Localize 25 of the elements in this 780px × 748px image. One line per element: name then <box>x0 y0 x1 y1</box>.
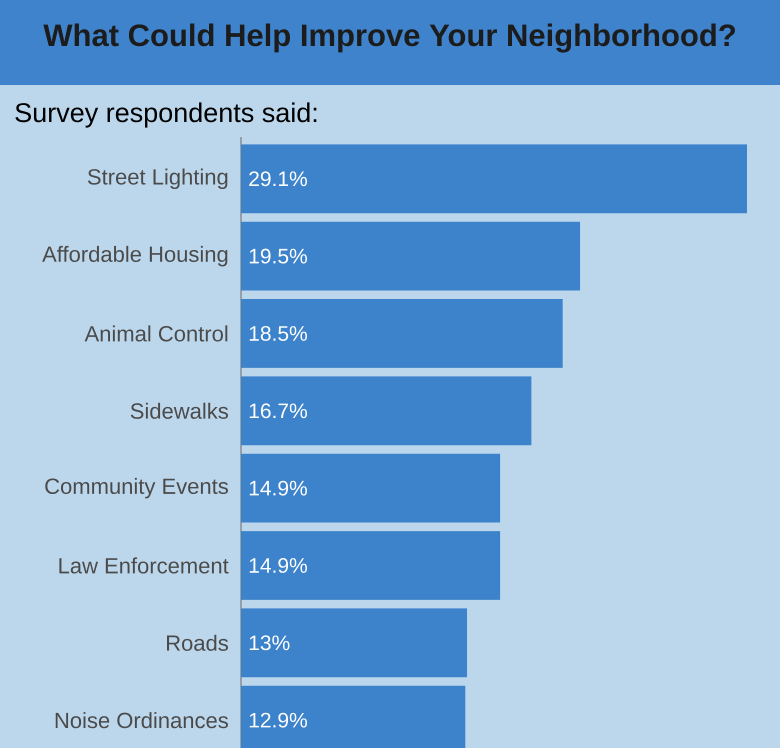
bar <box>241 144 747 214</box>
data-label: 18.5% <box>250 326 307 341</box>
y-tick-label: Noise Ordinances <box>56 712 228 728</box>
y-tick-label: Affordable Housing <box>42 246 228 266</box>
y-tick-label: Street Lighting <box>88 168 228 190</box>
data-label: 12.9% <box>250 712 307 728</box>
data-label: 29.1% <box>249 171 307 186</box>
data-label: 13% <box>250 635 290 650</box>
chart-title: What Could Help Improve Your Neighborhood? <box>43 24 735 53</box>
bar <box>241 376 532 446</box>
chart-subtitle: Survey respondents said: <box>15 102 316 128</box>
bar <box>241 299 563 368</box>
data-label: 16.7% <box>250 403 307 418</box>
bar <box>241 608 468 678</box>
bar <box>241 222 580 291</box>
bar <box>241 454 500 523</box>
y-tick-label: Animal Control <box>84 325 228 342</box>
data-label: 14.9% <box>250 558 307 573</box>
y-tick-label: Community Events <box>45 478 228 498</box>
y-tick-label: Roads <box>167 634 228 651</box>
data-label: 14.9% <box>250 480 307 496</box>
y-tick-label: Sidewalks <box>130 402 228 419</box>
bar <box>241 531 500 600</box>
data-label: 19.5% <box>250 248 307 264</box>
y-tick-label: Law Enforcement <box>59 557 229 574</box>
